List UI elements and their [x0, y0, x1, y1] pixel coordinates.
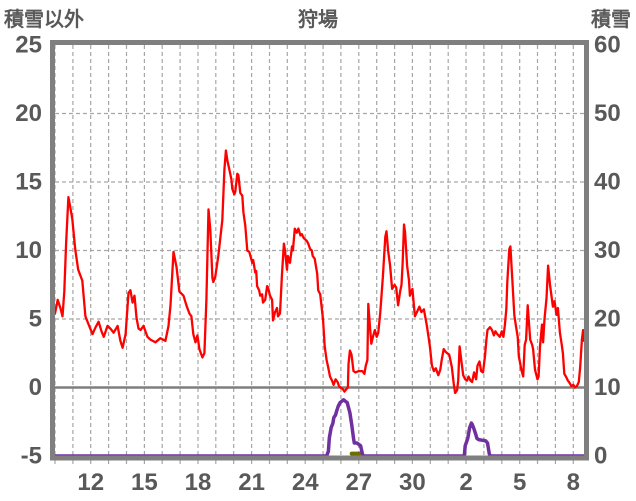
right-axis-tick-label: 30: [594, 237, 621, 264]
x-axis-tick-label: 12: [77, 469, 104, 496]
plot-border: [50, 40, 589, 461]
x-axis-tick-label: 5: [513, 469, 526, 496]
x-axis-tick-label: 30: [399, 469, 426, 496]
right-axis-title: 積雪: [591, 9, 631, 31]
right-axis-tick-label: 40: [594, 169, 621, 196]
left-axis-tick-label: 10: [15, 237, 42, 264]
chart-title: 狩場: [298, 9, 338, 31]
right-axis-tick-label: 10: [594, 374, 621, 401]
left-axis-tick-label: 15: [15, 169, 42, 196]
right-axis-tick-label: 60: [594, 32, 621, 59]
left-axis-tick-label: 20: [15, 100, 42, 127]
x-axis-tick-label: 15: [131, 469, 158, 496]
left-axis-title: 積雪以外: [4, 9, 84, 31]
x-axis-tick-label: 18: [185, 469, 212, 496]
series-snow-depth: [54, 398, 585, 458]
x-axis-tick-label: 24: [292, 469, 319, 496]
left-axis-tick-label: -5: [21, 443, 42, 470]
left-axis-tick-label: 25: [15, 32, 42, 59]
x-axis-tick-label: 2: [459, 469, 472, 496]
left-axis-tick-label: 5: [29, 306, 42, 333]
left-axis-tick-label: 0: [29, 374, 42, 401]
series-temperature: [54, 149, 585, 395]
x-axis-tick-label: 8: [567, 469, 580, 496]
right-axis-tick-label: 0: [594, 443, 607, 470]
right-axis-tick-label: 20: [594, 306, 621, 333]
right-axis-tick-label: 50: [594, 100, 621, 127]
x-axis-tick-label: 27: [345, 469, 372, 496]
x-axis-tick-label: 21: [238, 469, 265, 496]
